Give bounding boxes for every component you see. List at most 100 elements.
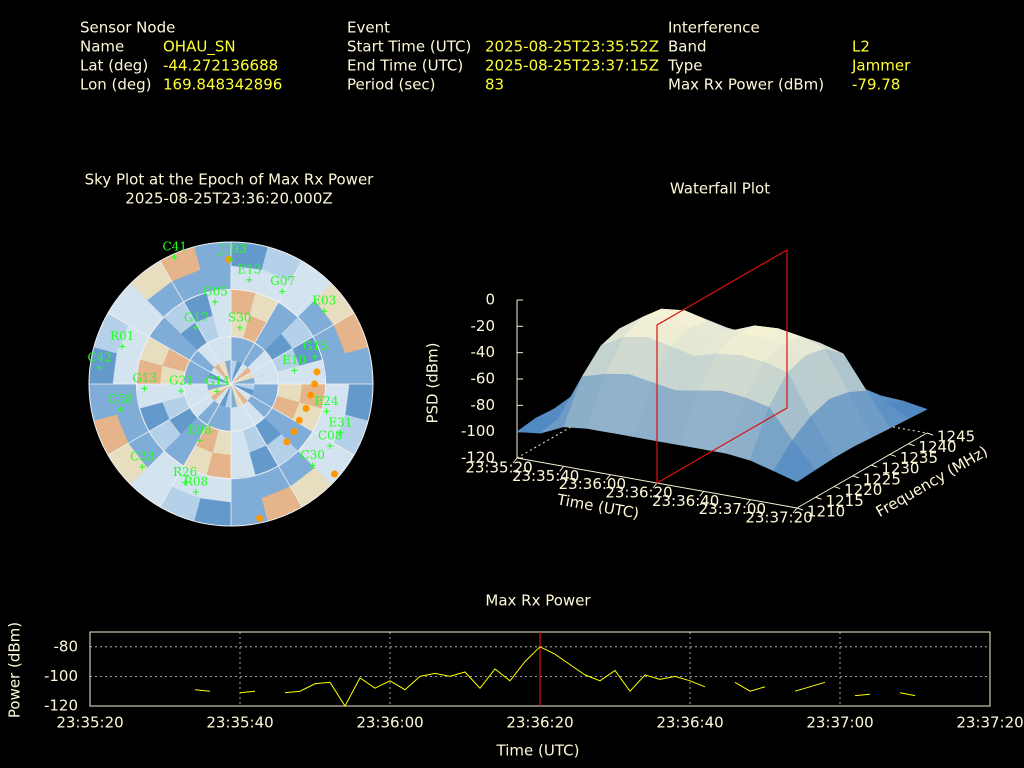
sky-cell xyxy=(149,317,181,349)
satellite-label: E31 xyxy=(329,415,353,429)
track-point xyxy=(283,438,291,446)
x-tick xyxy=(745,499,751,505)
x-tick xyxy=(512,457,518,464)
sky-cell xyxy=(200,475,231,503)
satellite-label: R08 xyxy=(184,475,208,489)
sky-cell xyxy=(231,289,256,316)
sky-cell xyxy=(264,333,293,361)
sky-cell xyxy=(160,486,201,522)
sky-cell xyxy=(290,261,332,301)
satellite-marker xyxy=(321,308,328,315)
sky-cell xyxy=(231,384,255,391)
x-tick-label: 23:36:40 xyxy=(656,714,723,732)
field-label: Max Rx Power (dBm) xyxy=(668,76,824,94)
sky-cell xyxy=(281,419,313,451)
y-tick-label: -120 xyxy=(44,697,78,715)
satellite-marker xyxy=(291,367,298,374)
satellite-marker xyxy=(192,489,199,496)
x-tick-label: 23:37:20 xyxy=(745,509,812,527)
sky-cell xyxy=(93,313,129,354)
sky-cell xyxy=(108,443,148,485)
satellite-marker xyxy=(312,353,319,360)
section-title: Event xyxy=(347,19,390,37)
field-value: -79.78 xyxy=(852,76,900,94)
x-tick-label: 23:35:20 xyxy=(465,459,532,477)
satellite-label: G13 xyxy=(132,371,157,385)
sky-cell xyxy=(231,363,248,384)
sky-cell xyxy=(207,338,225,364)
y-tick-label: 1210 xyxy=(807,503,845,521)
x-axis-label: Time (UTC) xyxy=(496,742,580,760)
satellite-marker xyxy=(309,462,316,469)
track-point xyxy=(307,391,315,399)
section-title: Interference xyxy=(668,19,760,37)
satellite-marker xyxy=(178,388,185,395)
x-tick-label: 23:36:40 xyxy=(652,492,719,510)
sky-cell xyxy=(254,322,282,351)
satellite-label: R26 xyxy=(173,465,197,479)
sky-cell xyxy=(206,452,231,479)
sky-cell xyxy=(231,367,252,384)
sky-cell xyxy=(242,343,265,368)
satellite-marker xyxy=(119,343,126,350)
z-tick-label: -40 xyxy=(471,343,496,361)
sky-cell xyxy=(231,406,244,432)
sky-spoke xyxy=(230,260,303,385)
sky-cell xyxy=(231,498,268,527)
field-label: Name xyxy=(80,38,124,56)
sky-cell xyxy=(183,445,213,476)
y-tick-label: 1240 xyxy=(918,438,956,456)
satellite-marker xyxy=(327,442,334,449)
sky-cell xyxy=(200,265,231,293)
sky-spoke xyxy=(159,260,232,385)
sky-cell xyxy=(197,400,220,425)
sky-cell xyxy=(180,417,208,446)
sky-cell xyxy=(183,292,213,323)
y-tick-label: 1220 xyxy=(844,481,882,499)
chart-subtitle: 2025-08-25T23:36:20.000Z xyxy=(125,190,332,208)
satellite-label: G15 xyxy=(303,339,328,353)
satellite-marker xyxy=(214,388,221,395)
sky-cell xyxy=(207,404,225,430)
x-tick xyxy=(559,466,565,472)
sky-cell xyxy=(207,384,231,391)
field-label: Start Time (UTC) xyxy=(347,38,471,56)
sky-cell xyxy=(261,246,302,282)
sky-cell xyxy=(88,384,117,421)
sky-cell xyxy=(164,434,196,466)
satellite-marker xyxy=(117,406,124,413)
satellite-label: J193 xyxy=(217,242,247,256)
sky-cell xyxy=(299,359,326,384)
epoch-plane xyxy=(656,248,788,485)
x-tick xyxy=(699,491,705,497)
sky-cell xyxy=(136,359,163,384)
sky-cell xyxy=(159,384,186,403)
sky-cell xyxy=(249,292,279,323)
sky-cell xyxy=(185,390,211,408)
sky-cell xyxy=(266,434,298,466)
sky-spoke xyxy=(230,383,303,508)
chart-title: Max Rx Power xyxy=(485,592,591,610)
sky-cell xyxy=(112,353,140,384)
y-tick xyxy=(908,443,915,447)
x-tick-label: 23:36:00 xyxy=(559,475,626,493)
satellite-label: S30 xyxy=(228,310,252,324)
track-point xyxy=(295,416,303,424)
sky-cell xyxy=(190,395,215,418)
satellite-marker xyxy=(323,408,330,415)
y-tick-label: 1230 xyxy=(881,460,919,478)
sky-cell xyxy=(183,384,209,397)
sky-cell xyxy=(214,384,231,405)
sky-cell xyxy=(136,384,163,409)
field-value: 2025-08-25T23:35:52Z xyxy=(485,38,659,56)
sky-cell xyxy=(272,348,300,372)
z-tick-label: -80 xyxy=(471,396,496,414)
axis-line xyxy=(796,432,928,509)
satellite-marker xyxy=(139,463,146,470)
y-tick-label: 1225 xyxy=(863,470,901,488)
surface-patch xyxy=(773,439,817,483)
field-value: L2 xyxy=(852,38,870,56)
field-label: Lon (deg) xyxy=(80,76,152,94)
sky-cell xyxy=(231,336,244,362)
satellite-marker xyxy=(192,324,199,331)
